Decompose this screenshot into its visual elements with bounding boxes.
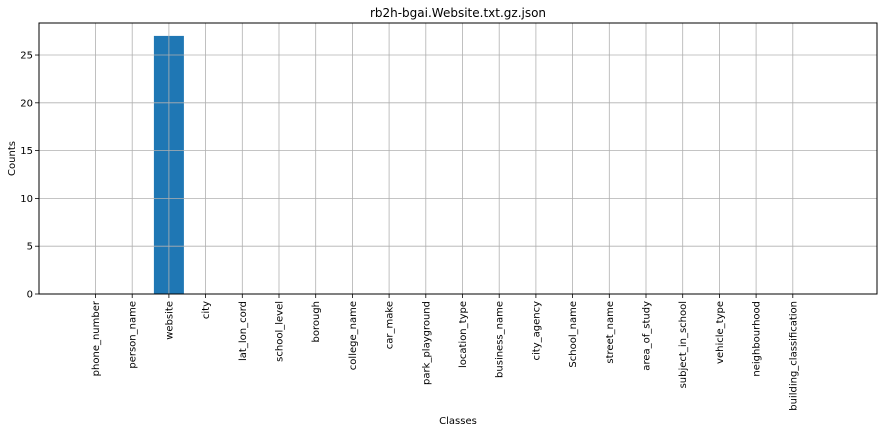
x-tick-label: city: [201, 301, 212, 319]
chart-title: rb2h-bgai.Website.txt.gz.json: [370, 6, 546, 20]
x-tick-label: website: [164, 301, 175, 340]
y-axis-label: Counts: [7, 141, 18, 176]
plot-frame: [38, 22, 878, 295]
x-tick-label: person_name: [128, 301, 139, 369]
y-tick-label: 20: [20, 98, 33, 109]
y-tick-label: 0: [27, 290, 33, 301]
x-tick-label: park_playground: [421, 301, 432, 385]
y-tick-label: 15: [20, 146, 33, 157]
x-tick-label: college_name: [348, 301, 359, 370]
x-tick-label: city_agency: [531, 301, 542, 361]
x-tick-label: car_make: [385, 301, 396, 349]
x-tick-label: lat_lon_cord: [238, 301, 249, 361]
x-tick-label: business_name: [495, 301, 506, 378]
x-tick-label: vehicle_type: [715, 301, 726, 364]
x-tick-label: borough: [311, 301, 322, 343]
x-tick-label: location_type: [458, 301, 469, 368]
x-tick-label: phone_number: [91, 300, 102, 376]
x-axis-label: Classes: [439, 416, 477, 427]
y-tick-label: 5: [27, 242, 33, 253]
x-tick-label: School_name: [568, 301, 579, 368]
y-tick-label: 10: [20, 194, 33, 205]
x-tick-label: building_classification: [788, 301, 799, 411]
x-tick-label: school_level: [275, 301, 286, 362]
x-tick-label: street_name: [605, 301, 616, 364]
x-tick-label: neighbourhood: [752, 301, 763, 377]
x-tick-label: area_of_study: [642, 301, 653, 371]
x-tick-label: subject_in_school: [678, 301, 689, 388]
grid: [39, 23, 877, 295]
y-tick-label: 25: [20, 51, 33, 62]
axis-ticks: 0 5 10 15 20 25 phone_number person_name website…: [20, 51, 799, 411]
